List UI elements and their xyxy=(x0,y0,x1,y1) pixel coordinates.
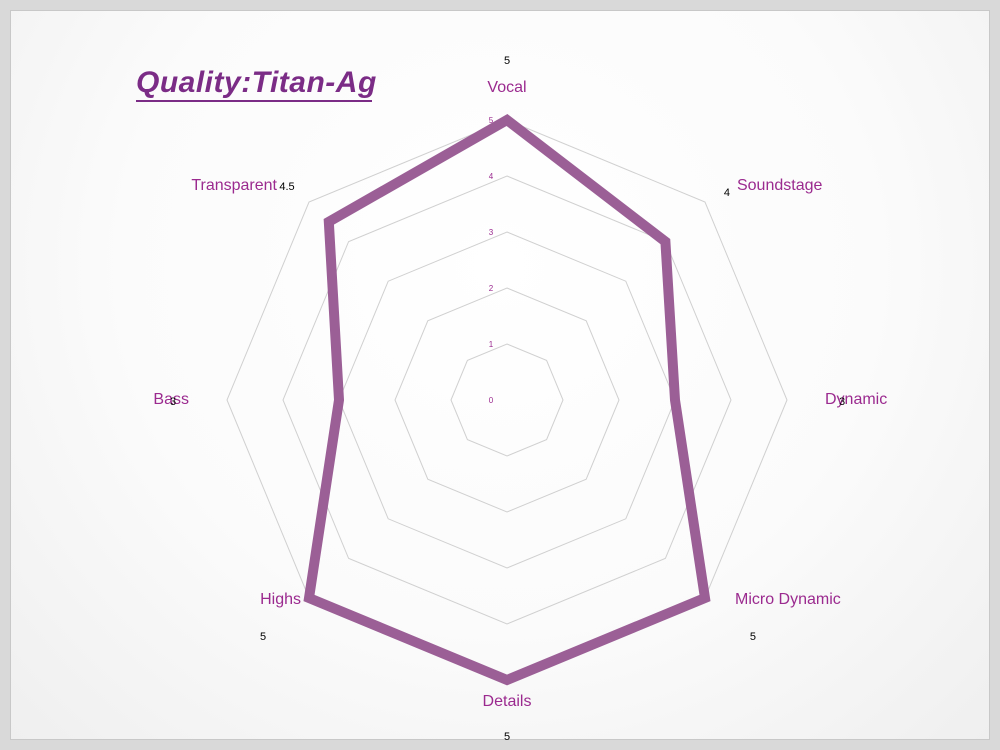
value-label: 4.5 xyxy=(279,181,294,193)
grid-ring xyxy=(338,231,676,569)
radar-series xyxy=(303,114,711,686)
tick-label: 0 xyxy=(489,396,494,405)
category-label: Transparent xyxy=(191,177,277,194)
value-label: 5 xyxy=(504,55,510,67)
value-label: 3 xyxy=(170,396,176,408)
value-label: 5 xyxy=(750,631,756,643)
value-label: 3 xyxy=(839,396,845,408)
tick-label: 5 xyxy=(489,116,494,125)
grid-ring xyxy=(282,175,732,625)
grid-ring xyxy=(450,343,564,457)
series-polygon xyxy=(303,114,711,686)
tick-label: 1 xyxy=(489,340,494,349)
tick-label: 4 xyxy=(489,172,494,181)
chart-title: Quality:Titan-Ag xyxy=(136,66,377,99)
category-label: Vocal xyxy=(487,79,526,96)
value-label: 5 xyxy=(260,631,266,643)
tick-label: 2 xyxy=(489,284,494,293)
category-label: Micro Dynamic xyxy=(735,591,841,608)
value-label: 5 xyxy=(504,731,510,743)
slide-background xyxy=(10,10,990,740)
category-label: Bass xyxy=(153,391,189,408)
category-label: Dynamic xyxy=(825,391,887,408)
category-label: Highs xyxy=(260,591,301,608)
tick-label: 3 xyxy=(489,228,494,237)
category-label: Soundstage xyxy=(737,177,823,194)
title-underline xyxy=(136,100,372,102)
category-label: Details xyxy=(483,693,532,710)
grid-ring xyxy=(394,287,620,513)
value-label: 4 xyxy=(724,187,730,199)
radar-labels: 0 1 2 3 4 5 Vocal Soundstage Dynamic Micro Dynami… xyxy=(153,55,887,743)
